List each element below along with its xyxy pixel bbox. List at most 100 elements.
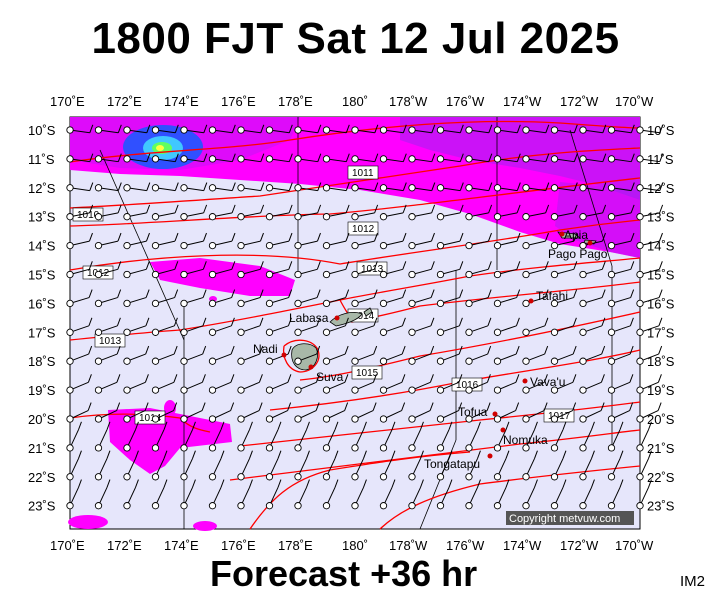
wind-barb — [550, 421, 567, 452]
wind-barb — [636, 289, 663, 308]
wind-barb — [123, 345, 150, 365]
lon-label: 180˚ — [342, 538, 368, 553]
wind-barb — [408, 204, 436, 221]
wind-barb — [237, 124, 265, 134]
wind-barb — [265, 232, 293, 250]
wind-barb — [550, 124, 578, 134]
wind-barb — [208, 153, 236, 163]
wind-barb — [151, 182, 179, 192]
wind-barb — [351, 402, 377, 423]
lon-label: 174˚E — [164, 94, 199, 109]
wind-barb — [436, 182, 464, 192]
wind-barb — [379, 345, 406, 365]
wind-barb — [351, 345, 378, 365]
wind-barb — [294, 182, 322, 192]
wind-barb — [636, 182, 664, 192]
wind-barb — [493, 450, 510, 481]
wind-barb — [94, 421, 111, 452]
isobar-south2 — [379, 465, 641, 530]
wind-barb — [607, 182, 635, 192]
place-label: Nomuka — [503, 433, 548, 447]
wind-barb — [550, 232, 578, 250]
isobar-label: 1014 — [352, 311, 375, 322]
wind-barb — [436, 232, 464, 250]
lat-label: 15˚S — [28, 268, 56, 283]
wind-barb — [408, 153, 436, 163]
wind-barb — [550, 450, 567, 481]
wind-barb — [237, 402, 263, 423]
isobar-label: 1013 — [99, 336, 122, 347]
wind-barb — [66, 450, 82, 481]
rain-patch-central — [150, 258, 295, 296]
wind-barb — [237, 479, 253, 510]
wind-barb — [379, 124, 407, 134]
wind-barb — [180, 421, 196, 452]
lat-label: 12˚S — [647, 181, 675, 196]
wind-barb — [180, 374, 206, 394]
place-label: Labasa — [289, 311, 329, 325]
wind-barb — [408, 450, 424, 481]
wind-barb — [607, 317, 634, 336]
lat-label: 20˚S — [28, 412, 56, 427]
lon-label: 178˚W — [389, 538, 428, 553]
wind-barb — [237, 450, 253, 481]
place-marker — [500, 427, 506, 433]
wind-barb — [322, 479, 339, 510]
isobar-label: 1015 — [356, 368, 379, 379]
wind-barb — [550, 204, 578, 221]
isobar-1015 — [299, 311, 641, 381]
wind-barb — [579, 153, 607, 163]
wind-barb — [607, 289, 635, 308]
wind-barb — [265, 124, 293, 134]
places: Apia Pago Pago Tafahi Labasa Nadi Suva V… — [253, 228, 608, 471]
wind-barb — [94, 261, 122, 279]
lat-label: 19˚S — [647, 383, 675, 398]
place-label: Vava'u — [530, 375, 565, 389]
isobar-label: 1016 — [456, 380, 479, 391]
wind-barb — [465, 479, 481, 510]
wind-barb — [579, 374, 605, 394]
isobar-1012 — [69, 147, 641, 209]
wind-barb — [579, 345, 606, 365]
wind-barb — [237, 289, 264, 308]
wind-barb — [408, 345, 435, 365]
wind-barb — [180, 345, 207, 365]
wind-barb — [123, 421, 139, 452]
wind-barb — [607, 153, 635, 163]
lon-label: 172˚E — [107, 94, 142, 109]
wind-barb — [265, 289, 293, 308]
place-marker — [334, 315, 340, 321]
wind-barb — [265, 204, 293, 221]
wind-barb — [237, 204, 265, 221]
wind-barb — [465, 421, 481, 452]
isobar-label: 1014 — [139, 413, 162, 424]
lon-label: 174˚W — [503, 538, 542, 553]
wind-barb — [351, 317, 378, 336]
wind-barb — [66, 289, 93, 308]
wind-barb — [151, 124, 179, 134]
wind-barb — [237, 261, 264, 279]
lat-label: 22˚S — [647, 470, 675, 485]
wind-barb — [408, 402, 434, 423]
lat-label: 11˚S — [28, 152, 55, 167]
wind-barb — [123, 479, 139, 510]
wind-barb — [322, 232, 350, 250]
wind-barb — [66, 124, 94, 134]
wind-barb — [636, 204, 664, 221]
wind-barb — [607, 204, 635, 221]
wind-barb — [208, 182, 236, 192]
wind-barb — [123, 289, 150, 308]
wind-barb — [465, 204, 493, 221]
wind-barb — [94, 124, 122, 134]
wind-barb — [351, 289, 378, 308]
wind-barb — [636, 421, 652, 452]
wind-barb — [522, 261, 549, 279]
wind-barb — [493, 204, 521, 221]
wind-barb — [408, 479, 424, 510]
wind-barb — [579, 124, 607, 134]
wind-barb — [151, 317, 178, 336]
wind-barb — [465, 374, 491, 394]
wind-barb — [636, 402, 662, 423]
wind-barb — [322, 374, 349, 394]
wind-barb — [636, 232, 663, 250]
